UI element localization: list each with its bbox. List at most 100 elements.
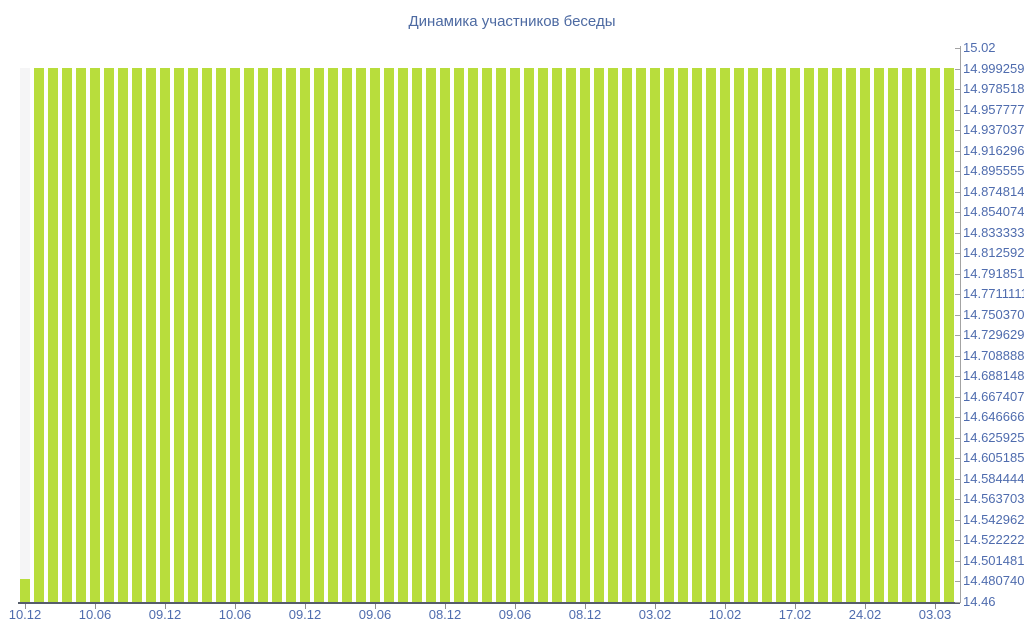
bar[interactable] [706, 67, 716, 602]
y-axis-tick [955, 130, 960, 132]
x-axis-tick [25, 604, 26, 609]
bar[interactable] [874, 67, 884, 602]
bar[interactable] [832, 67, 842, 602]
bar[interactable] [356, 67, 366, 602]
y-axis-tick [955, 540, 960, 542]
bar[interactable] [510, 67, 520, 602]
bar[interactable] [398, 67, 408, 602]
bar[interactable] [860, 67, 870, 602]
bar[interactable] [888, 67, 898, 602]
bar[interactable] [930, 67, 940, 602]
bar[interactable] [468, 67, 478, 602]
bar[interactable] [440, 67, 450, 602]
bar[interactable] [692, 67, 702, 602]
bar[interactable] [286, 67, 296, 602]
bar[interactable] [244, 67, 254, 602]
bar[interactable] [608, 67, 618, 602]
y-axis-tick [955, 109, 960, 111]
y-axis-tick [955, 499, 960, 501]
bar[interactable] [202, 67, 212, 602]
bar[interactable] [538, 67, 548, 602]
bar[interactable] [20, 579, 30, 602]
bar[interactable] [580, 67, 590, 602]
bar[interactable] [622, 67, 632, 602]
x-axis-tick [655, 604, 656, 609]
y-axis-tick [955, 355, 960, 357]
bar[interactable] [76, 67, 86, 602]
bar[interactable] [384, 67, 394, 602]
y-axis-tick-label: 14.8125925926 [963, 245, 1024, 261]
bar[interactable] [230, 67, 240, 602]
chart-title: Динамика участников беседы [408, 13, 616, 30]
bar[interactable] [748, 67, 758, 602]
y-axis-tick [955, 191, 960, 193]
bar[interactable] [426, 67, 436, 602]
bar[interactable] [650, 67, 660, 602]
x-axis-tick [235, 604, 236, 609]
y-axis-tick [955, 396, 960, 398]
bar[interactable] [272, 67, 282, 602]
bar[interactable] [216, 67, 226, 602]
bar[interactable] [370, 67, 380, 602]
y-axis-tick [955, 519, 960, 521]
x-axis-tick-label: 17.02 [778, 607, 812, 622]
y-axis-tick [955, 602, 960, 603]
bar[interactable] [846, 67, 856, 602]
bar[interactable] [48, 67, 58, 602]
y-axis-tick-label: 14.9785185185 [963, 81, 1024, 97]
bar[interactable] [34, 67, 44, 602]
bar[interactable] [146, 67, 156, 602]
first-bar-highlight-band [20, 67, 30, 602]
bar[interactable] [482, 67, 492, 602]
x-axis-tick-label: 08.12 [428, 607, 462, 622]
y-axis-tick-label: 14.5429629630 [963, 511, 1024, 527]
bar[interactable] [174, 67, 184, 602]
y-axis-tick-label: 14.46 [963, 594, 996, 609]
bar[interactable] [762, 67, 772, 602]
bar[interactable] [594, 67, 604, 602]
bar[interactable] [552, 67, 562, 602]
x-axis-line [18, 602, 960, 604]
bar[interactable] [776, 67, 786, 602]
y-axis-tick [955, 89, 960, 91]
y-axis-tick-label: 14.8540740741 [963, 204, 1024, 220]
bar[interactable] [160, 67, 170, 602]
bar[interactable] [412, 67, 422, 602]
bar[interactable] [132, 67, 142, 602]
bar[interactable] [818, 67, 828, 602]
bar[interactable] [104, 67, 114, 602]
bar[interactable] [566, 67, 576, 602]
bar[interactable] [314, 67, 324, 602]
bar[interactable] [62, 67, 72, 602]
bar[interactable] [496, 67, 506, 602]
y-axis-tick-label: 14.5844444444 [963, 470, 1024, 486]
bar[interactable] [902, 67, 912, 602]
bar[interactable] [664, 67, 674, 602]
bar[interactable] [328, 67, 338, 602]
x-axis-tick [165, 604, 166, 609]
bar[interactable] [188, 67, 198, 602]
bar[interactable] [524, 67, 534, 602]
bar[interactable] [342, 67, 352, 602]
bar[interactable] [804, 67, 814, 602]
bar[interactable] [916, 67, 926, 602]
bar[interactable] [300, 67, 310, 602]
bar[interactable] [720, 67, 730, 602]
bar[interactable] [944, 67, 954, 602]
bar[interactable] [678, 67, 688, 602]
y-axis-tick-label: 14.9370370370 [963, 122, 1024, 138]
x-axis-tick [375, 604, 376, 609]
y-axis-tick-label: 14.7088888889 [963, 347, 1024, 363]
y-axis-tick [955, 581, 960, 583]
y-axis-line [960, 46, 961, 603]
y-axis-tick-label: 14.7296296296 [963, 327, 1024, 343]
bar[interactable] [258, 67, 268, 602]
bar[interactable] [790, 67, 800, 602]
bar[interactable] [118, 67, 128, 602]
bar[interactable] [734, 67, 744, 602]
bar[interactable] [636, 67, 646, 602]
y-axis-tick [955, 417, 960, 419]
x-axis-tick-label: 10.02 [708, 607, 742, 622]
bar[interactable] [454, 67, 464, 602]
bar[interactable] [90, 67, 100, 602]
